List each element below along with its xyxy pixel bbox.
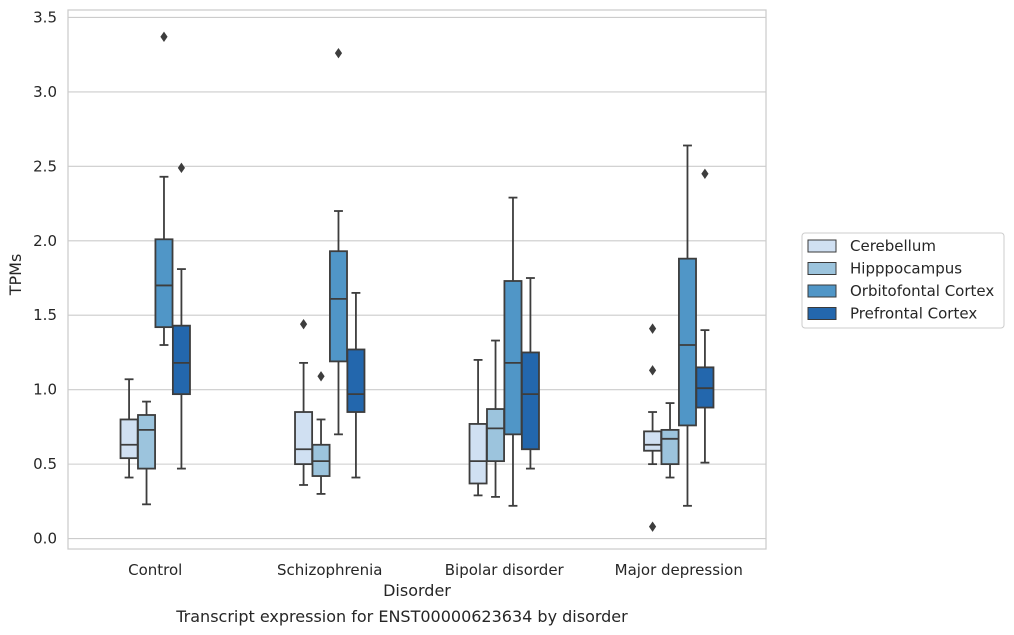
y-tick-labels: 0.0 0.5 1.0 1.5 2.0 2.5 3.0 3.5	[33, 8, 57, 547]
outlier-point	[648, 323, 657, 334]
legend-swatch-hippocampus	[807, 262, 837, 275]
box-schizophrenia-prefrontal-cortex	[346, 292, 366, 479]
box-control-cerebellum	[119, 378, 139, 479]
box-bipolar-disorder-hipppocampus	[486, 339, 505, 498]
box-iqr	[468, 423, 488, 485]
x-tick-labels: Control Schizophrenia Bipolar disorder Majo…	[128, 561, 743, 579]
outlier-point	[160, 31, 168, 43]
box-control-prefrontal-cortex	[171, 162, 191, 470]
legend-label-prefrontal-cortex: Prefrontal Cortex	[850, 305, 977, 323]
box-schizophrenia-hipppocampus	[311, 371, 331, 495]
box-iqr	[503, 280, 523, 436]
box-iqr	[154, 238, 174, 329]
box-bipolar-disorder-cerebellum	[468, 359, 488, 497]
y-tick-label: 1.0	[33, 381, 57, 399]
y-tick-label: 1.5	[33, 306, 57, 324]
legend-swatch-cerebellum	[807, 239, 837, 253]
box-major-depression-cerebellum	[643, 323, 663, 532]
legend-frame	[801, 232, 1005, 329]
legend-label-cerebellum: Cerebellum	[850, 237, 936, 255]
box-bipolar-disorder-orbitofontal-cortex	[503, 196, 523, 507]
outlier-point	[701, 168, 709, 179]
box-groups	[119, 31, 715, 532]
box-control-hipppocampus	[137, 400, 156, 506]
box-schizophrenia-orbitofontal-cortex	[329, 47, 348, 436]
box-iqr	[520, 351, 540, 451]
box-major-depression-prefrontal-cortex	[695, 168, 715, 464]
x-tick-label-bipolar-disorder: Bipolar disorder	[445, 561, 565, 579]
outlier-point	[648, 521, 657, 532]
box-schizophrenia-cerebellum	[294, 318, 314, 486]
box-bipolar-disorder-prefrontal-cortex	[520, 277, 540, 470]
box-iqr	[346, 348, 366, 413]
box-iqr	[486, 408, 505, 463]
box-iqr	[119, 418, 139, 460]
y-tick-label: 0.5	[33, 455, 57, 473]
box-major-depression-orbitofontal-cortex	[678, 144, 697, 507]
box-control-orbitofontal-cortex	[154, 31, 174, 346]
outlier-point	[334, 47, 343, 59]
plot-frame	[67, 9, 767, 550]
legend-label-orbitofrontal-cortex: Orbitofontal Cortex	[850, 282, 994, 300]
y-tick-label: 0.0	[33, 530, 57, 548]
y-tick-label: 2.5	[33, 157, 57, 175]
outlier-point	[299, 318, 308, 330]
box-major-depression-hipppocampus	[660, 402, 680, 479]
y-tick-label: 3.5	[33, 8, 57, 26]
x-tick-label-control: Control	[128, 561, 182, 579]
box-iqr	[329, 250, 348, 363]
box-iqr	[660, 428, 680, 466]
box-iqr	[137, 414, 156, 470]
legend-swatch-orbitofrontal-cortex	[807, 284, 837, 298]
x-axis-label: Disorder	[383, 581, 451, 600]
y-tick-label: 2.0	[33, 232, 57, 250]
box-iqr	[294, 411, 314, 466]
box-iqr	[171, 324, 191, 396]
box-iqr	[643, 430, 663, 452]
box-iqr	[678, 257, 697, 427]
outlier-point	[317, 371, 325, 382]
outlier-point	[648, 365, 657, 376]
outlier-point	[177, 162, 186, 174]
x-tick-label-major-depression: Major depression	[615, 561, 743, 579]
y-tick-label: 3.0	[33, 83, 57, 101]
legend-swatch-prefrontal-cortex	[807, 307, 837, 320]
legend-label-hippocampus: Hipppocampus	[850, 260, 962, 278]
x-tick-label-schizophrenia: Schizophrenia	[277, 561, 382, 579]
y-axis-label: TPMs	[6, 254, 25, 297]
figure-caption: Transcript expression for ENST0000062363…	[175, 607, 628, 626]
legend: Cerebellum Hipppocampus Orbitofontal Cor…	[801, 232, 1005, 329]
